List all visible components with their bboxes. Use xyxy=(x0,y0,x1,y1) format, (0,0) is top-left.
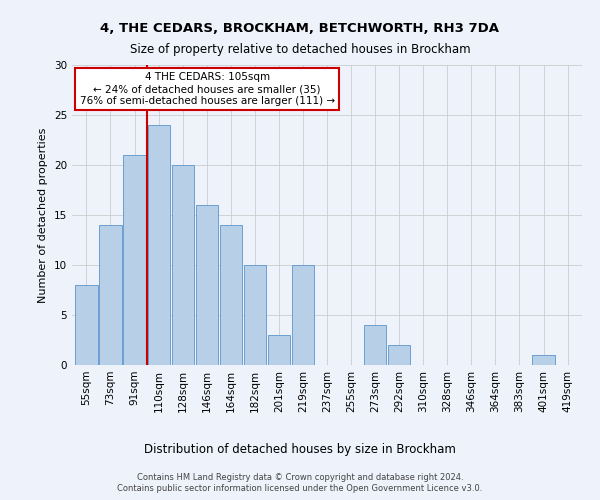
Bar xyxy=(196,205,218,365)
Bar xyxy=(292,265,314,365)
Text: Contains HM Land Registry data © Crown copyright and database right 2024.: Contains HM Land Registry data © Crown c… xyxy=(137,472,463,482)
Bar xyxy=(244,265,266,365)
Text: Size of property relative to detached houses in Brockham: Size of property relative to detached ho… xyxy=(130,42,470,56)
Text: 4 THE CEDARS: 105sqm
← 24% of detached houses are smaller (35)
76% of semi-detac: 4 THE CEDARS: 105sqm ← 24% of detached h… xyxy=(80,72,335,106)
Bar xyxy=(532,355,554,365)
Bar xyxy=(364,325,386,365)
Bar xyxy=(100,225,122,365)
Bar xyxy=(220,225,242,365)
Bar xyxy=(172,165,194,365)
Bar xyxy=(76,285,98,365)
Bar xyxy=(268,335,290,365)
Bar xyxy=(388,345,410,365)
Bar xyxy=(124,155,146,365)
Y-axis label: Number of detached properties: Number of detached properties xyxy=(38,128,49,302)
Text: Contains public sector information licensed under the Open Government Licence v3: Contains public sector information licen… xyxy=(118,484,482,493)
Text: 4, THE CEDARS, BROCKHAM, BETCHWORTH, RH3 7DA: 4, THE CEDARS, BROCKHAM, BETCHWORTH, RH3… xyxy=(101,22,499,36)
Bar xyxy=(148,125,170,365)
Text: Distribution of detached houses by size in Brockham: Distribution of detached houses by size … xyxy=(144,442,456,456)
